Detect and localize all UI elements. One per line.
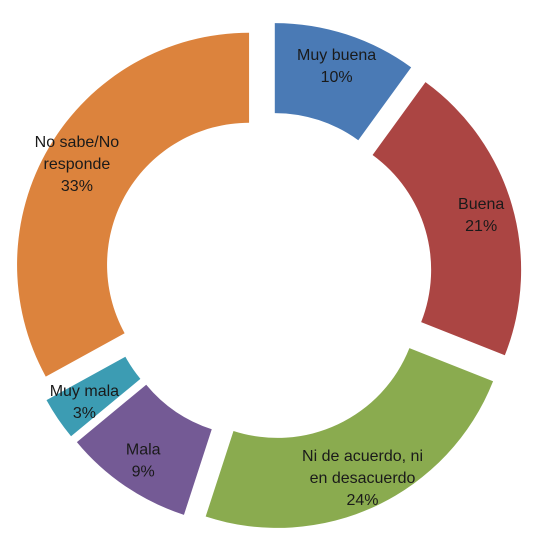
slice-label-0: Muy buena 10% [297,47,376,86]
slice-percent: 21% [465,218,497,235]
slice-category: responde [44,156,111,173]
slice-category: en desacuerdo [310,470,416,487]
slice-category: Muy buena [297,47,376,64]
slice-0 [274,23,412,141]
slice-label-5: No sabe/No responde 33% [35,134,120,195]
slice-label-3: Mala 9% [126,442,161,481]
slice-category: Ni de acuerdo, ni [302,448,423,465]
slice-percent: 10% [321,69,353,86]
slice-percent: 9% [132,464,155,481]
slice-3 [76,384,212,515]
slice-5 [17,32,250,377]
slice-label-4: Muy mala 3% [50,383,119,422]
slice-4 [46,356,141,437]
slice-category: Mala [126,442,161,459]
chart-segments [17,23,522,528]
slice-percent: 3% [73,405,96,422]
slice-1 [372,82,522,356]
slice-percent: 24% [347,492,379,509]
slice-category: No sabe/No [35,134,120,151]
slice-percent: 33% [61,178,93,195]
slice-label-2: Ni de acuerdo, ni en desacuerdo 24% [302,448,423,509]
slice-2 [205,348,494,528]
chart-labels: Muy buena 10% Buena 21% Ni de acuerdo, ni en … [35,47,505,509]
slice-category: Buena [458,196,504,213]
slice-label-1: Buena 21% [458,196,504,235]
slice-category: Muy mala [50,383,119,400]
